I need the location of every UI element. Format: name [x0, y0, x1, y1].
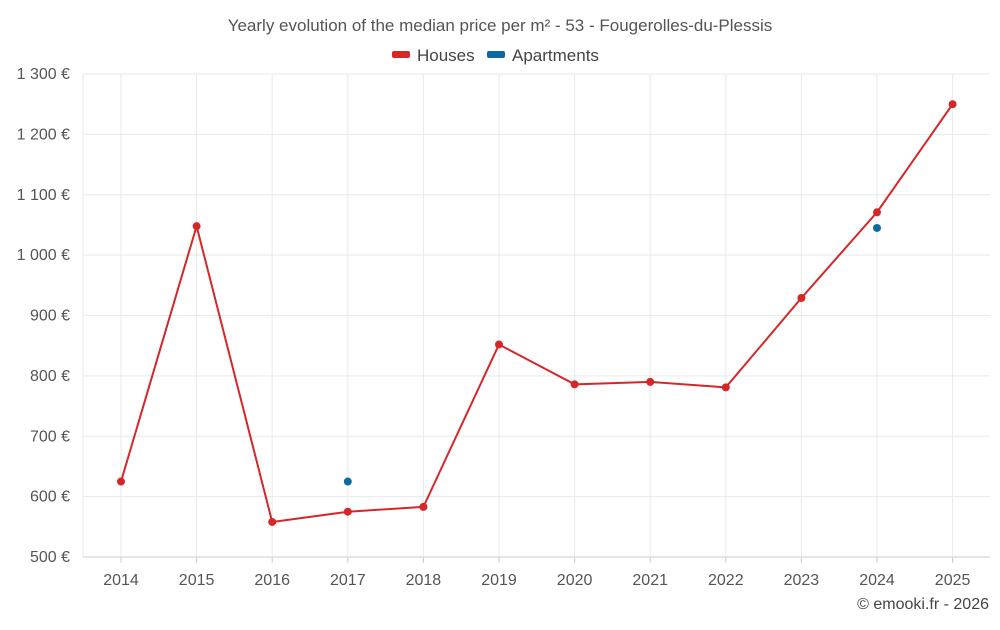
- series-houses: [117, 100, 957, 526]
- x-tick-label: 2024: [859, 572, 895, 589]
- data-point-houses-2015[interactable]: [192, 222, 201, 231]
- legend-swatch-houses: [392, 51, 410, 58]
- data-point-houses-2025[interactable]: [948, 100, 957, 109]
- legend-swatch-apartments: [487, 51, 505, 58]
- data-point-houses-2017[interactable]: [343, 507, 352, 516]
- data-point-houses-2014[interactable]: [117, 477, 125, 486]
- y-tick-label: 1 100 €: [17, 187, 70, 204]
- legend-label-apartments: Apartments: [512, 46, 599, 65]
- x-tick-label: 2017: [330, 572, 366, 589]
- legend-item-apartments[interactable]: Apartments: [487, 46, 599, 65]
- y-tick-label: 1 200 €: [17, 126, 70, 143]
- gridlines: [82, 73, 990, 563]
- series-apartments: [343, 223, 881, 486]
- y-tick-label: 900 €: [30, 308, 70, 325]
- x-axis-ticks: 2014 2015 2016 2017 2018 2019 2020 2021 2022 2023…: [103, 572, 970, 589]
- data-point-apartments-2024[interactable]: [873, 223, 881, 232]
- x-tick-label: 2021: [632, 572, 668, 589]
- data-point-houses-2022[interactable]: [721, 383, 730, 392]
- x-tick-label: 2022: [708, 572, 744, 589]
- data-point-houses-2016[interactable]: [268, 517, 277, 526]
- series: [117, 100, 957, 526]
- series-line-houses: [120, 103, 954, 523]
- data-point-houses-2020[interactable]: [570, 380, 579, 389]
- x-tick-label: 2020: [557, 572, 593, 589]
- data-point-houses-2018[interactable]: [419, 502, 428, 511]
- y-tick-label: 1 000 €: [17, 247, 70, 264]
- legend-item-houses[interactable]: Houses: [392, 46, 475, 65]
- credit-text: © emooki.fr - 2026: [857, 596, 989, 613]
- y-tick-label: 800 €: [30, 368, 70, 385]
- y-tick-label: 600 €: [30, 489, 70, 506]
- x-tick-label: 2019: [481, 572, 517, 589]
- x-tick-label: 2018: [406, 572, 442, 589]
- x-tick-label: 2014: [103, 572, 139, 589]
- x-tick-label: 2023: [784, 572, 820, 589]
- data-point-houses-2023[interactable]: [797, 293, 806, 302]
- x-tick-label: 2025: [935, 572, 971, 589]
- y-tick-label: 700 €: [30, 428, 70, 445]
- data-point-apartments-2017[interactable]: [343, 477, 352, 486]
- y-tick-label: 500 €: [30, 549, 70, 566]
- legend: Houses Apartments: [392, 46, 599, 65]
- y-axis-ticks: 500 € 600 € 700 € 800 € 900 € 1 000 € 1 100 € 1…: [17, 66, 70, 566]
- data-point-houses-2024[interactable]: [873, 208, 881, 217]
- chart-title: Yearly evolution of the median price per…: [228, 16, 773, 35]
- data-point-houses-2021[interactable]: [646, 377, 655, 386]
- x-tick-label: 2015: [179, 572, 215, 589]
- data-point-houses-2019[interactable]: [495, 340, 503, 349]
- y-tick-label: 1 300 €: [17, 66, 70, 83]
- legend-label-houses: Houses: [417, 46, 475, 65]
- x-tick-label: 2016: [254, 572, 290, 589]
